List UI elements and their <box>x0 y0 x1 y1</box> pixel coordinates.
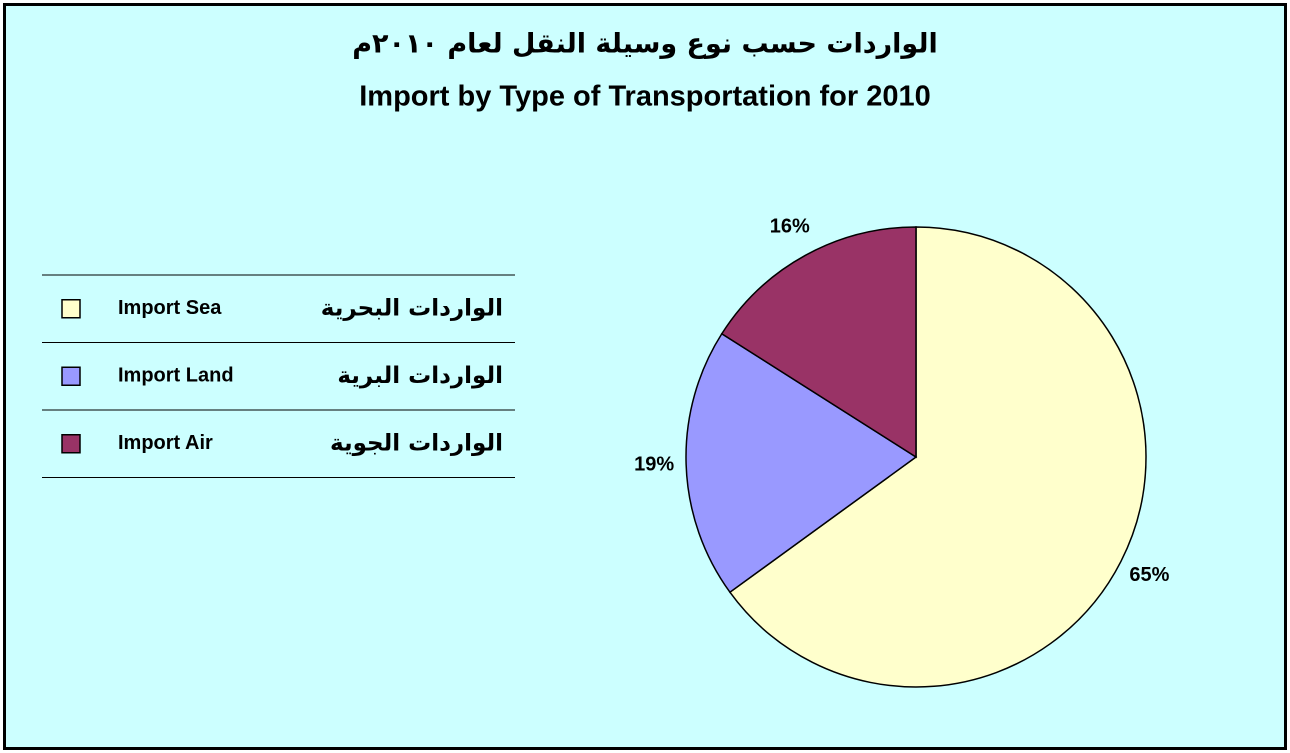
chart-title: الواردات حسب نوع وسيلة النقل لعام ٢٠١٠م <box>352 29 938 60</box>
data-label: 16% <box>770 216 810 238</box>
legend-label-ar: الواردات البرية <box>337 363 503 389</box>
legend-swatch <box>61 299 81 319</box>
legend-label: Import Air <box>118 432 213 454</box>
pie-slice <box>685 332 918 594</box>
legend-label-ar: الواردات البحرية <box>321 295 503 321</box>
legend-label-ar: الواردات الجوية <box>330 430 503 456</box>
legend-label: Import Sea <box>118 297 222 319</box>
chart-subtitle: Import by Type of Transportation for 201… <box>359 81 931 113</box>
data-label: 19% <box>634 454 674 476</box>
legend-swatch <box>61 366 81 386</box>
legend-swatch <box>61 434 81 454</box>
pie-slice <box>728 226 1147 688</box>
legend-label: Import Land <box>118 365 234 387</box>
pie-slice <box>720 226 917 459</box>
data-label: 65% <box>1129 564 1169 586</box>
